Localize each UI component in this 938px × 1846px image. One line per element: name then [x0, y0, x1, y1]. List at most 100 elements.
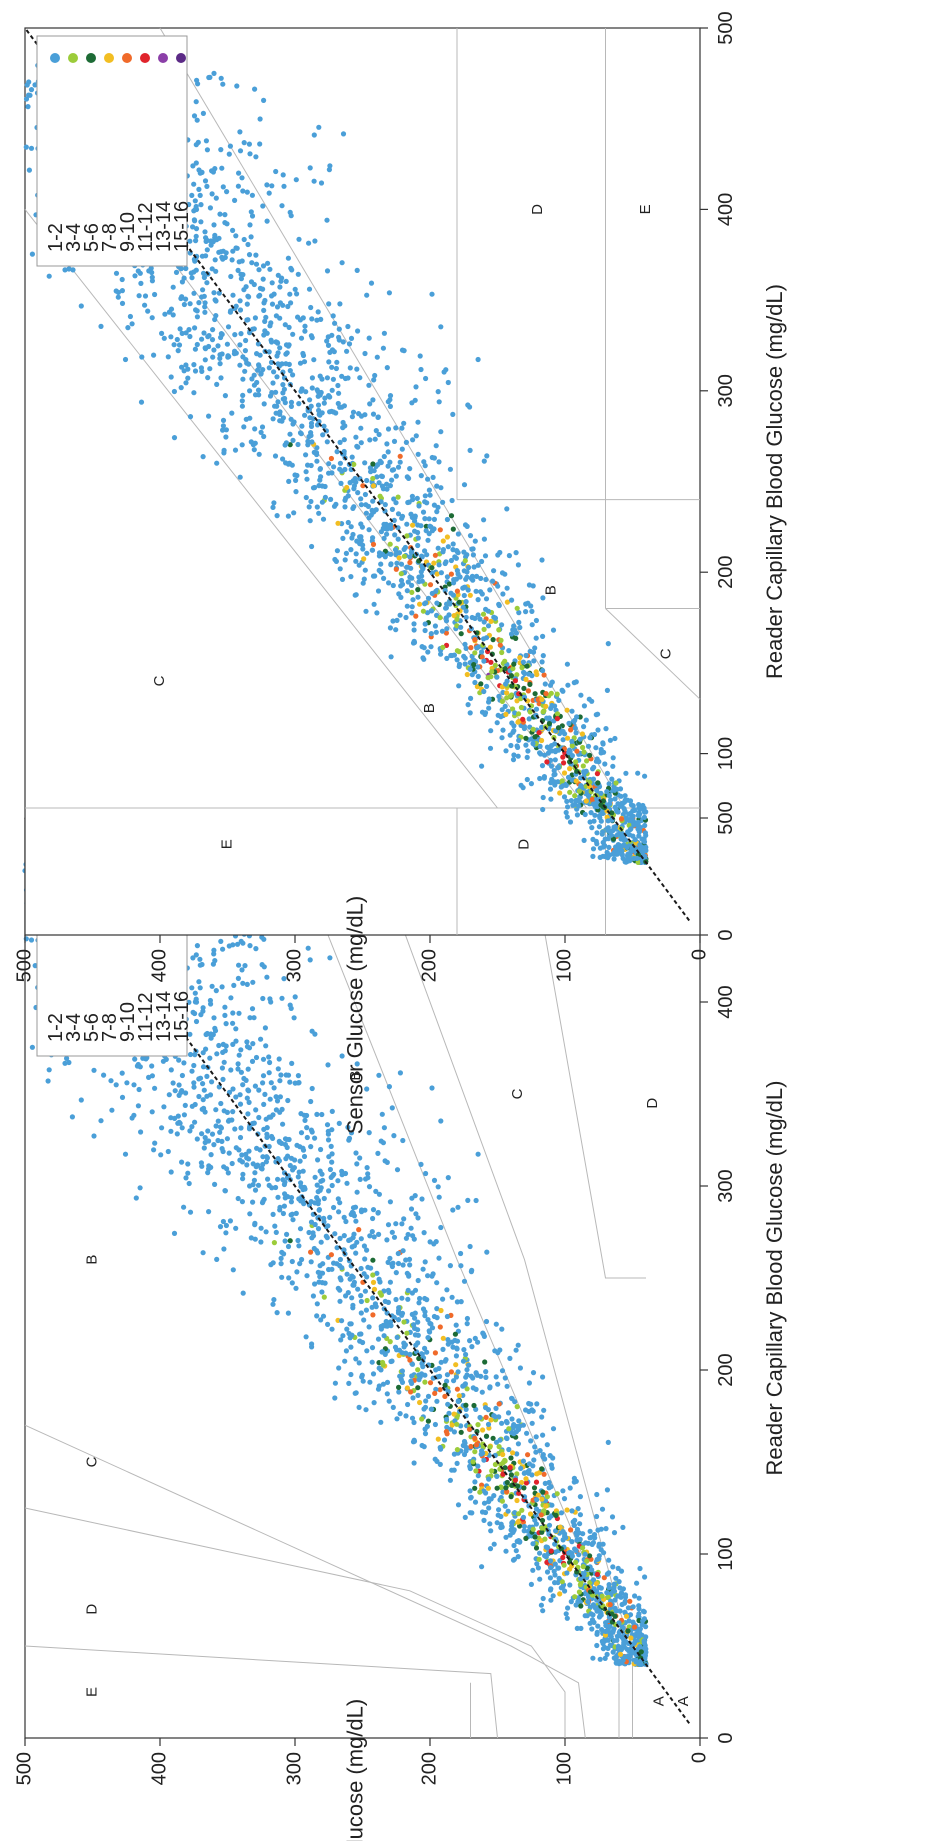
- data-point: [210, 191, 215, 196]
- data-point: [517, 625, 522, 630]
- data-point: [261, 308, 266, 313]
- data-point: [565, 1605, 570, 1610]
- data-point: [591, 846, 596, 851]
- data-point: [296, 1243, 301, 1248]
- data-point: [605, 771, 610, 776]
- data-point: [495, 1486, 500, 1491]
- data-point: [192, 1120, 197, 1125]
- data-point: [351, 1211, 356, 1216]
- data-point: [421, 609, 426, 614]
- data-point: [350, 455, 355, 460]
- data-point: [400, 1138, 405, 1143]
- data-point: [587, 697, 592, 702]
- data-point: [354, 444, 359, 449]
- data-point: [370, 1345, 375, 1350]
- data-point: [541, 1596, 546, 1601]
- data-point: [223, 393, 228, 398]
- data-point: [469, 547, 474, 552]
- data-point: [47, 1067, 52, 1072]
- data-point: [621, 1658, 626, 1663]
- data-point: [249, 1235, 254, 1240]
- data-point: [336, 1209, 341, 1214]
- data-point: [298, 317, 303, 322]
- data-point: [396, 1385, 401, 1390]
- data-point: [614, 1661, 619, 1666]
- data-point: [574, 778, 579, 783]
- data-point: [29, 937, 34, 942]
- data-point: [438, 1308, 443, 1313]
- data-point: [371, 1371, 376, 1376]
- data-point: [543, 681, 548, 686]
- data-point: [462, 1452, 467, 1457]
- data-point: [91, 1133, 96, 1138]
- data-point: [179, 385, 184, 390]
- data-point: [415, 496, 420, 501]
- data-point: [412, 1439, 417, 1444]
- data-point: [242, 963, 247, 968]
- data-point: [422, 1380, 427, 1385]
- data-point: [450, 1295, 455, 1300]
- data-point: [357, 375, 362, 380]
- data-point: [177, 1093, 182, 1098]
- data-point: [462, 1439, 467, 1444]
- data-point: [409, 583, 414, 588]
- data-point: [252, 1170, 257, 1175]
- data-point: [321, 517, 326, 522]
- data-point: [603, 1526, 608, 1531]
- data-point: [367, 1233, 372, 1238]
- data-point: [399, 562, 404, 567]
- data-point: [402, 1344, 407, 1349]
- data-point: [317, 1274, 322, 1279]
- data-point: [425, 1273, 430, 1278]
- data-point: [618, 786, 623, 791]
- data-point: [469, 576, 474, 581]
- data-point: [323, 495, 328, 500]
- data-point: [338, 481, 343, 486]
- data-point: [473, 1468, 478, 1473]
- data-point: [560, 778, 565, 783]
- data-point: [240, 981, 245, 986]
- data-point: [521, 785, 526, 790]
- data-point: [189, 985, 194, 990]
- data-point: [488, 645, 493, 650]
- data-point: [450, 1207, 455, 1212]
- data-point: [568, 1485, 573, 1490]
- data-point: [214, 1257, 219, 1262]
- data-point: [572, 793, 577, 798]
- data-point: [367, 527, 372, 532]
- data-point: [185, 1171, 190, 1176]
- data-point: [220, 428, 225, 433]
- data-point: [288, 210, 293, 215]
- data-point: [402, 348, 407, 353]
- data-point: [244, 1039, 249, 1044]
- data-point: [325, 439, 330, 444]
- data-point: [278, 1072, 283, 1077]
- data-point: [509, 1396, 514, 1401]
- data-point: [214, 382, 219, 387]
- data-point: [534, 707, 539, 712]
- data-point: [326, 471, 331, 476]
- data-point: [389, 478, 394, 483]
- data-point: [553, 757, 558, 762]
- data-point: [167, 1092, 172, 1097]
- data-point: [548, 1565, 553, 1570]
- data-point: [615, 832, 620, 837]
- data-point: [562, 1496, 567, 1501]
- y-tick-label: 300: [283, 1752, 305, 1785]
- data-point: [574, 1538, 579, 1543]
- data-point: [365, 1298, 370, 1303]
- data-point: [511, 752, 516, 757]
- data-point: [399, 1221, 404, 1226]
- data-point: [210, 327, 215, 332]
- data-point: [216, 250, 221, 255]
- data-point: [438, 1225, 443, 1230]
- data-point: [353, 1219, 358, 1224]
- data-point: [456, 683, 461, 688]
- data-point: [399, 571, 404, 576]
- data-point: [278, 300, 283, 305]
- data-point: [325, 1062, 330, 1067]
- data-point: [226, 324, 231, 329]
- data-point: [589, 1567, 594, 1572]
- data-point: [549, 1548, 554, 1553]
- data-point: [403, 615, 408, 620]
